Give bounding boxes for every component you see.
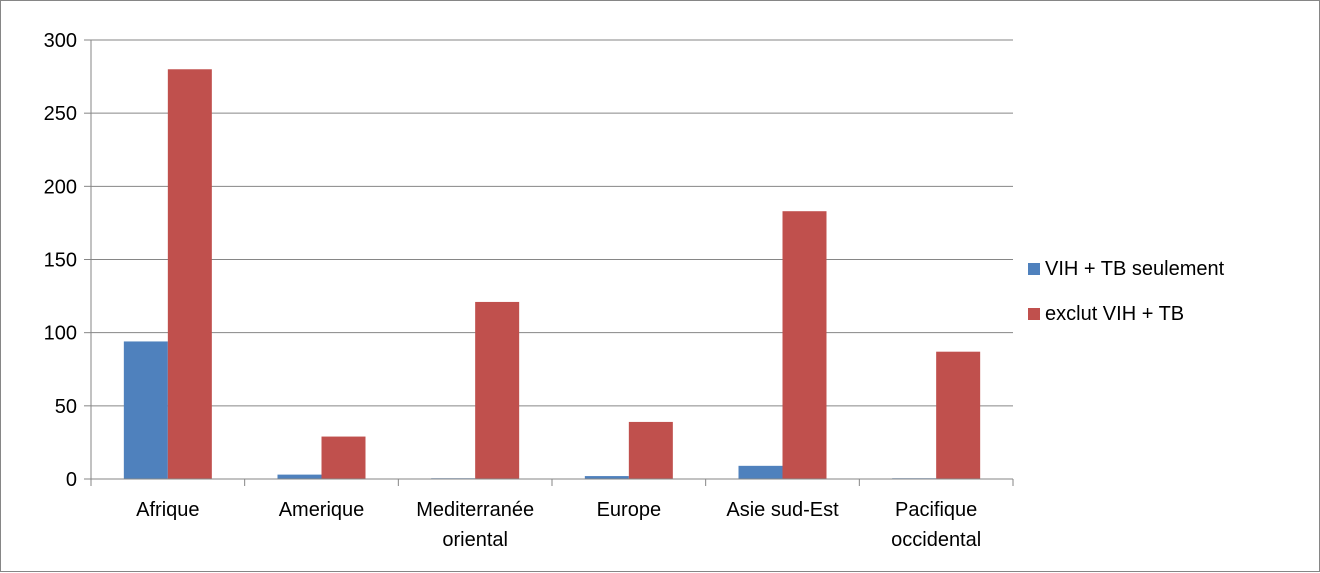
x-category-label: Afrique [136,499,199,521]
bar-vih-tb-seulement-4 [738,465,783,479]
bar-exclut-vih-tb-0 [167,69,212,480]
legend-swatch-1 [1028,308,1040,320]
x-category-label: Europe [597,499,662,521]
y-tick-label: 150 [44,250,77,272]
x-category-label: Pacifique [895,499,977,521]
x-category-label: Amerique [279,499,365,521]
bar-exclut-vih-tb-2 [475,301,520,479]
x-category-label: Asie sud-Est [726,499,839,521]
y-tick-label: 0 [66,469,77,491]
legend-label-0: VIH + TB seulement [1045,258,1225,280]
x-category-label: Mediterranée [416,499,534,521]
bar-exclut-vih-tb-4 [782,211,827,479]
y-tick-label: 300 [44,30,77,52]
bar-vih-tb-seulement-3 [584,476,629,479]
y-tick-label: 200 [44,176,77,198]
legend-swatch-0 [1028,263,1040,275]
bar-vih-tb-seulement-1 [277,474,322,479]
x-category-label: oriental [442,529,508,551]
legend-label-1: exclut VIH + TB [1045,303,1184,325]
bar-exclut-vih-tb-3 [628,421,673,479]
bar-exclut-vih-tb-5 [936,351,981,479]
bar-vih-tb-seulement-0 [123,341,168,479]
y-tick-label: 250 [44,103,77,125]
y-tick-label: 100 [44,323,77,345]
bar-exclut-vih-tb-1 [321,436,366,479]
x-category-label: occidental [891,529,981,551]
y-tick-label: 50 [55,396,77,418]
